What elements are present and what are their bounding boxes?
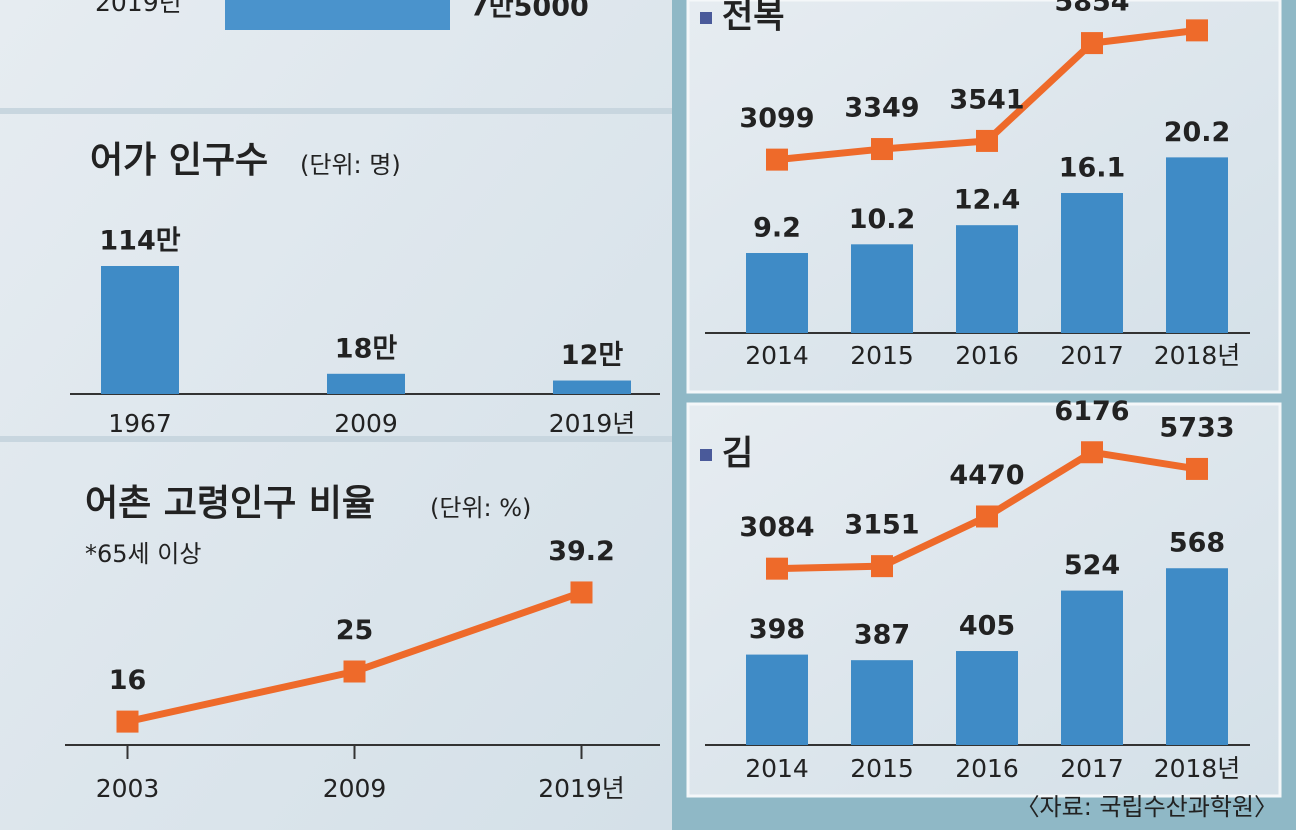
y-tick-label: 2019년 — [95, 0, 182, 17]
data-label: 5733 — [1159, 412, 1234, 443]
data-label: 18만 — [335, 333, 398, 364]
bar — [327, 373, 405, 394]
bar — [101, 266, 179, 394]
bar — [225, 0, 450, 30]
data-label: 5854 — [1054, 0, 1129, 18]
data-label: 524 — [1064, 550, 1120, 581]
bar — [1166, 568, 1228, 745]
x-tick-label: 2009 — [323, 774, 387, 803]
x-tick-label: 2016 — [955, 341, 1019, 370]
line-marker — [1186, 19, 1208, 42]
data-label: 405 — [959, 611, 1015, 642]
legend-label: 김 — [722, 434, 753, 474]
data-label: 4470 — [949, 460, 1024, 491]
data-label: 3099 — [739, 103, 814, 134]
data-label: 3349 — [844, 93, 919, 124]
data-label: 7만5000 — [470, 0, 589, 23]
x-tick-label: 2014 — [745, 341, 809, 370]
line-marker — [1081, 441, 1103, 464]
data-label: 3541 — [949, 84, 1024, 115]
data-label: 25 — [336, 615, 374, 646]
bar — [956, 651, 1018, 745]
line-marker — [871, 555, 893, 578]
data-label: 9.2 — [753, 213, 801, 244]
source: 〈자료: 국립수산과학원〉 — [1016, 793, 1278, 821]
chart-subtitle: (단위: 명) — [300, 151, 401, 179]
x-tick-label: 2019년 — [549, 409, 636, 438]
data-label: 16.1 — [1059, 153, 1126, 184]
bar — [553, 380, 631, 394]
bar — [851, 244, 913, 333]
legend-marker — [700, 449, 712, 461]
data-label: 12.4 — [954, 185, 1021, 216]
left-panel — [0, 0, 672, 830]
line-marker — [766, 557, 788, 580]
data-label: 6155 — [1159, 0, 1234, 5]
data-label: 114만 — [99, 226, 180, 257]
bar — [1061, 193, 1123, 333]
legend-marker — [700, 12, 712, 24]
bar — [746, 654, 808, 745]
chart-subtitle: (단위: %) — [430, 494, 531, 522]
line-marker — [976, 129, 998, 152]
divider — [0, 108, 672, 114]
x-tick-label: 2009 — [334, 409, 398, 438]
data-label: 3151 — [844, 510, 919, 541]
line-marker — [976, 505, 998, 528]
data-label: 3084 — [739, 512, 814, 543]
line-marker — [766, 148, 788, 171]
chart-title: 어촌 고령인구 비율 — [85, 483, 375, 524]
line-marker — [871, 138, 893, 161]
x-tick-label: 2014 — [745, 754, 809, 783]
data-label: 6176 — [1054, 396, 1129, 427]
x-tick-label: 2016 — [955, 754, 1019, 783]
data-label: 398 — [749, 614, 805, 645]
legend-label: 전복 — [722, 0, 785, 37]
chart-note: *65세 이상 — [85, 540, 201, 568]
line-marker — [1081, 32, 1103, 55]
x-tick-label: 1967 — [108, 409, 172, 438]
bar — [851, 660, 913, 745]
bar — [1166, 157, 1228, 333]
x-tick-label: 2019년 — [538, 774, 625, 803]
line-marker — [1186, 457, 1208, 480]
line-marker — [343, 660, 366, 683]
x-tick-label: 2017 — [1060, 341, 1124, 370]
x-tick-label: 2018년 — [1154, 754, 1241, 783]
data-label: 16 — [109, 665, 147, 696]
x-tick-label: 2017 — [1060, 754, 1124, 783]
data-label: 10.2 — [849, 204, 916, 235]
bar — [956, 225, 1018, 333]
line-marker — [570, 581, 593, 604]
chart-title: 어가 인구수 — [90, 140, 268, 181]
data-label: 568 — [1169, 528, 1225, 559]
x-tick-label: 2015 — [850, 754, 914, 783]
divider — [0, 436, 672, 442]
x-tick-label: 2003 — [96, 774, 160, 803]
data-label: 12만 — [561, 340, 624, 371]
data-label: 39.2 — [548, 536, 615, 567]
data-label: 20.2 — [1164, 117, 1231, 148]
bar — [1061, 590, 1123, 745]
data-label: 387 — [854, 620, 910, 651]
x-tick-label: 2018년 — [1154, 341, 1241, 370]
bar — [746, 253, 808, 333]
line-marker — [116, 710, 139, 733]
x-tick-label: 2015 — [850, 341, 914, 370]
